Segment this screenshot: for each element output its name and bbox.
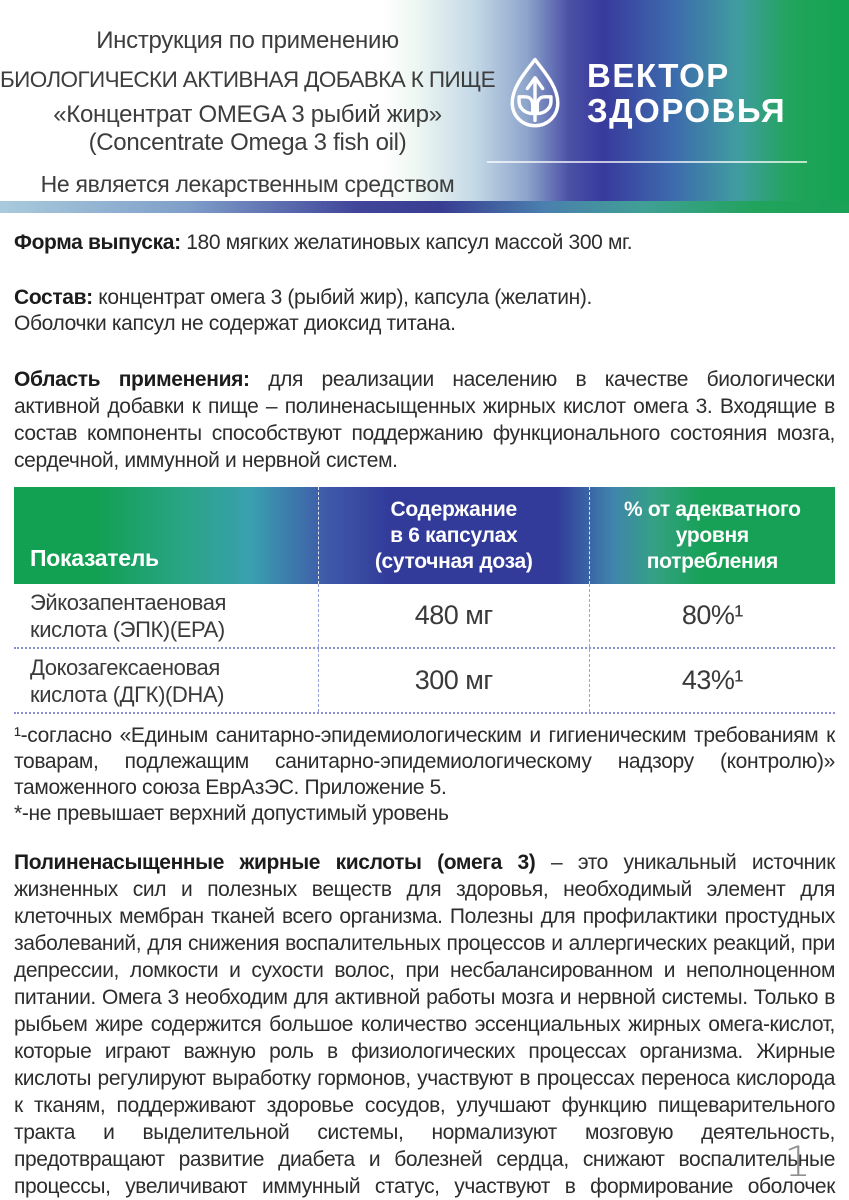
footnote-2: *-не превышает верхний допустимый уровен…: [14, 802, 449, 825]
nutrient-percent: 80%¹: [588, 584, 835, 647]
form-text: 180 мягких желатиновых капсул массой 300…: [180, 231, 633, 254]
table-row-epa: Эйкозапентаеновая кислота (ЭПК)(EPA) 480…: [14, 584, 835, 649]
nutrient-name: Докозагексаеновая кислота (ДГК)(DHA): [30, 654, 225, 707]
nutrient-percent: 43%¹: [588, 649, 835, 712]
vector-zdorovya-logo: ВЕКТОР ЗДОРОВЬЯ: [497, 54, 786, 132]
nutrient-amount: 480 мг: [317, 584, 589, 647]
logo-underline: [487, 161, 807, 163]
supplement-type-title: БИОЛОГИЧЕСКИ АКТИВНАЯ ДОБАВКА К ПИЩЕ: [0, 67, 496, 92]
nutrition-table: Показатель Содержание в 6 капсулах (суто…: [14, 487, 835, 714]
composition-label: Состав:: [14, 286, 93, 309]
footnote-1: ¹-согласно «Единым санитарно-эпидемиолог…: [14, 724, 835, 799]
application-text: для реализации населению в качестве биол…: [14, 368, 836, 472]
header-gradient-bar: [0, 201, 849, 213]
page-number: 1: [784, 1137, 811, 1186]
omega3-description-text: – это уникальный источник жизненных сил …: [14, 851, 835, 1198]
brand-name: ВЕКТОР ЗДОРОВЬЯ: [587, 58, 786, 128]
composition-text-2: Оболочки капсул не содержат диоксид тита…: [14, 312, 456, 335]
composition-text: концентрат омега 3 (рыбий жир), капсула …: [92, 286, 593, 309]
form-label: Форма выпуска:: [14, 231, 181, 254]
header-text-block: Инструкция по применению БИОЛОГИЧЕСКИ АК…: [0, 0, 496, 198]
application-section: Область применения: для реализации насел…: [14, 366, 835, 474]
application-label: Область применения:: [14, 368, 250, 391]
omega3-description-lead: Полиненасыщенные жирные кислоты (омега 3…: [14, 851, 536, 874]
column-header-adequate-intake: % от адекватного уровня потребления: [588, 487, 835, 584]
leaflet-header: Инструкция по применению БИОЛОГИЧЕСКИ АК…: [0, 0, 849, 213]
not-medicine-note: Не является лекарственным средством: [40, 171, 455, 197]
footnotes-block: ¹-согласно «Единым санитарно-эпидемиолог…: [14, 723, 835, 827]
nutrient-amount: 300 мг: [317, 649, 589, 712]
nutrition-table-header-row: Показатель Содержание в 6 капсулах (суто…: [14, 487, 835, 584]
brand-line-1: ВЕКТОР: [587, 57, 730, 94]
instruction-title: Инструкция по применению: [96, 27, 399, 54]
table-row-dha: Докозагексаеновая кислота (ДГК)(DHA) 300…: [14, 649, 835, 714]
omega3-description-paragraph: Полиненасыщенные жирные кислоты (омега 3…: [14, 849, 835, 1200]
nutrient-name: Эйкозапентаеновая кислота (ЭПК)(EPA): [30, 589, 227, 642]
column-header-content-per-dose: Содержание в 6 капсулах (суточная доза): [317, 487, 589, 584]
column-header-indicator: Показатель: [30, 545, 159, 571]
drop-sprout-arrow-icon: [510, 57, 560, 128]
composition-section: Состав: концентрат омега 3 (рыбий жир), …: [14, 285, 835, 337]
form-section: Форма выпуска: 180 мягких желатиновых ка…: [14, 230, 835, 256]
product-name-en: (Concentrate Omega 3 fish oil): [88, 129, 407, 156]
leaflet-body: Форма выпуска: 180 мягких желатиновых ка…: [0, 230, 849, 1200]
brand-line-2: ЗДОРОВЬЯ: [587, 92, 787, 129]
product-name-ru: «Концентрат OMEGA 3 рыбий жир»: [53, 101, 442, 128]
